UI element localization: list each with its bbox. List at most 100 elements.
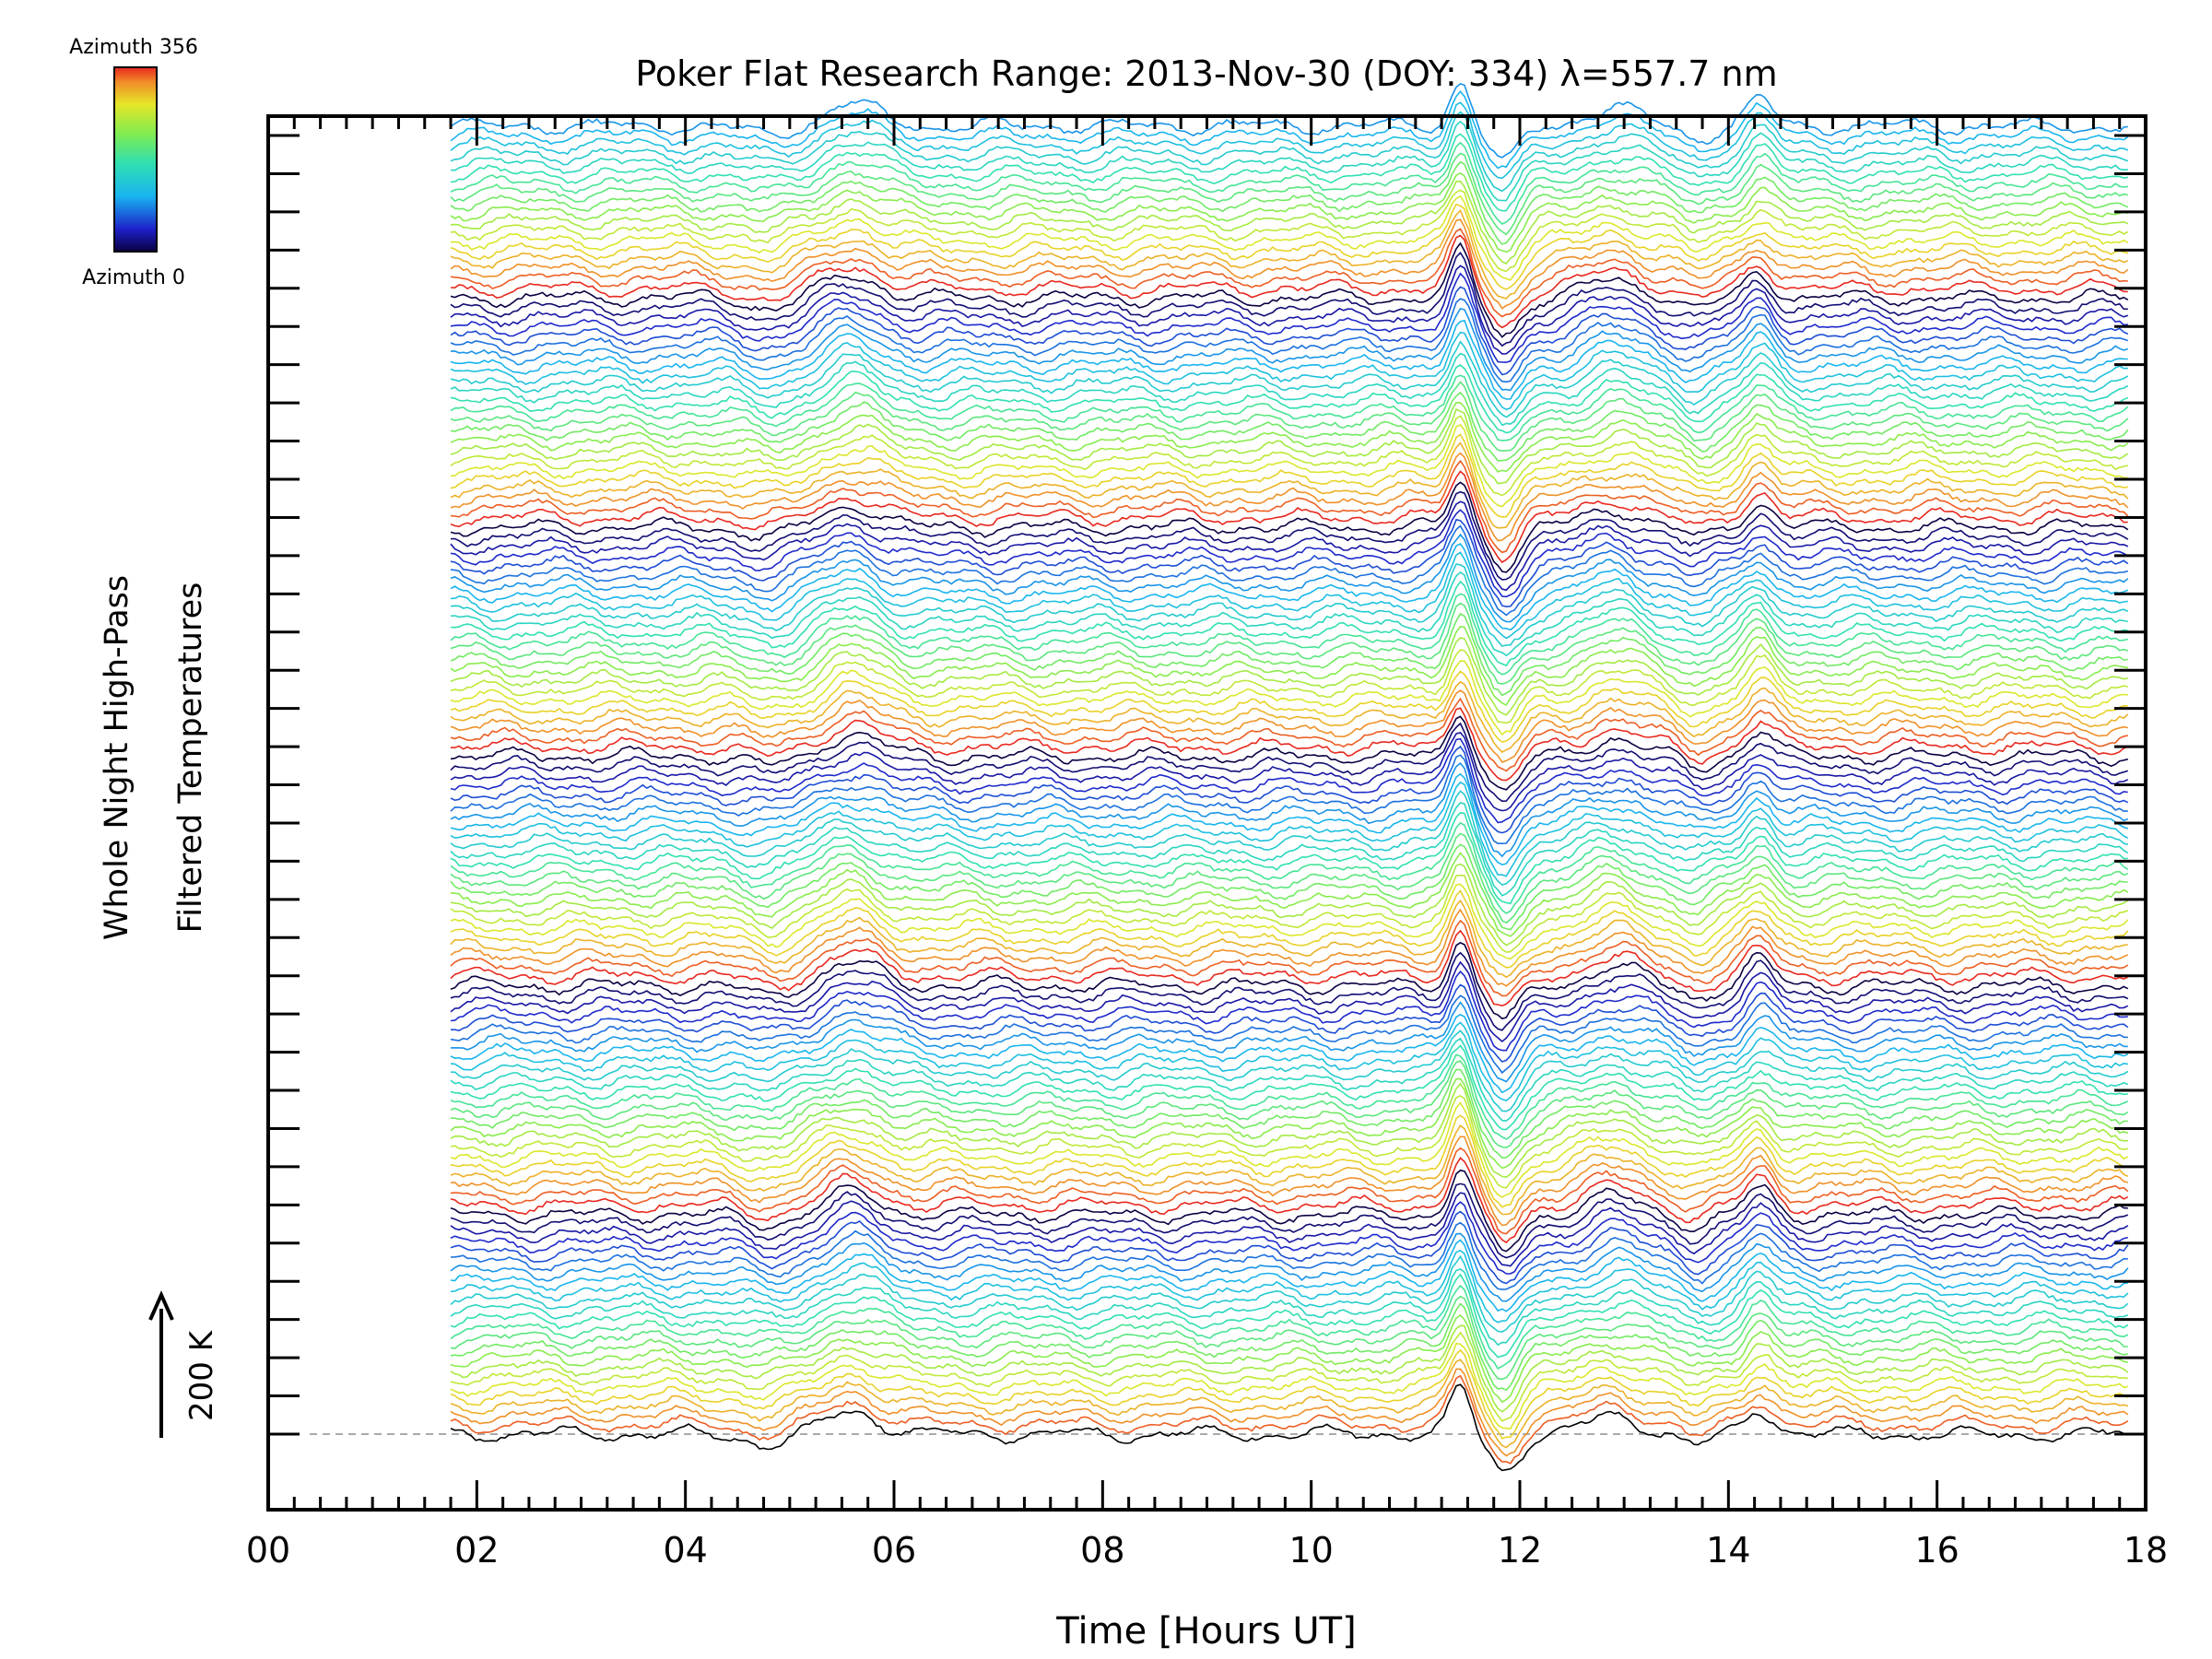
series-line (450, 141, 2128, 225)
series-line (450, 563, 2129, 647)
series-line (450, 89, 2129, 170)
series-line (450, 1342, 2128, 1430)
series-line (450, 518, 2129, 608)
series-line (450, 286, 2129, 376)
series-line (450, 843, 2128, 931)
series-line (450, 189, 2129, 273)
series-line (450, 801, 2129, 897)
series-line (450, 1147, 2129, 1235)
series-line (450, 111, 2129, 193)
series-line (450, 265, 2129, 355)
series-line (450, 241, 2129, 338)
series-line (450, 1254, 2129, 1333)
series-group (310, 83, 2129, 1472)
series-line (450, 994, 2128, 1075)
series-line (450, 551, 2128, 640)
series-line (450, 374, 2129, 441)
series-line (450, 852, 2129, 937)
series-line (450, 120, 2128, 202)
series-line (450, 697, 2128, 772)
series-line (450, 234, 2128, 329)
series-line (450, 391, 2129, 462)
series-line (450, 715, 2129, 791)
series-line (450, 160, 2129, 245)
y-axis-label-line2: Filtered Temperatures (172, 582, 209, 934)
plot-area: 00 02 04 06 08 10 12 14 16 18 (246, 83, 2168, 1571)
series-line (450, 364, 2129, 434)
series-line (450, 1324, 2129, 1413)
series-line (450, 722, 2129, 803)
series-line (450, 1030, 2129, 1112)
series-line (450, 580, 2128, 667)
series-line (450, 832, 2129, 924)
series-line (450, 1101, 2129, 1198)
series-line (450, 602, 2129, 685)
series-line (450, 203, 2129, 290)
series-line (450, 1060, 2129, 1149)
series-line (450, 874, 2129, 953)
series-line (450, 908, 2129, 987)
series-line (450, 1249, 2129, 1324)
series-line (450, 194, 2129, 281)
series-line (451, 707, 2129, 782)
series-line (450, 1053, 2129, 1140)
scale-bar-label: 200 K (183, 1329, 220, 1421)
x-tick-label: 04 (663, 1530, 707, 1571)
series-line (450, 731, 2129, 812)
series-line (450, 811, 2128, 905)
series-line (450, 649, 2128, 724)
series-line (450, 1331, 2128, 1422)
series-line (450, 481, 2129, 573)
series-line (450, 737, 2128, 824)
series-line (450, 408, 2129, 485)
series-line (450, 863, 2129, 947)
x-tick-label: 16 (1914, 1530, 1959, 1571)
chart-title: Poker Flat Research Range: 2013-Nov-30 (… (635, 53, 1777, 94)
series-line (450, 171, 2128, 253)
series-line (450, 401, 2129, 473)
x-axis-label: Time [Hours UT] (1055, 1610, 1356, 1653)
series-line (450, 1157, 2129, 1244)
series-line (450, 754, 2128, 844)
series-line (450, 490, 2129, 581)
series-line (450, 1044, 2128, 1131)
series-line (450, 298, 2129, 383)
series-line (450, 307, 2129, 392)
series-line (450, 1037, 2129, 1122)
series-line (450, 272, 2128, 363)
series-line (450, 1313, 2128, 1404)
series-line (450, 571, 2128, 657)
series-line (450, 745, 2129, 834)
series-line (450, 929, 2129, 1007)
series-line (450, 452, 2129, 542)
series-line (450, 680, 2129, 754)
series-line (450, 470, 2128, 564)
series-line (450, 781, 2129, 877)
x-tick-label: 06 (872, 1530, 916, 1571)
series-line (450, 180, 2129, 265)
series-line (450, 133, 2128, 212)
series-line (450, 941, 2129, 1020)
series-line (450, 533, 2129, 623)
series-line (450, 1295, 2128, 1381)
series-line (450, 1192, 2129, 1267)
series-line (450, 1182, 2129, 1259)
scale-bar: 200 K (148, 1290, 220, 1438)
series-line (450, 1013, 2129, 1094)
y-axis-label-line1: Whole Night High-Pass (99, 575, 135, 940)
series-line (450, 1239, 2128, 1312)
axis-ticks (266, 116, 2147, 1510)
series-line (450, 1383, 2128, 1472)
series-line (450, 1348, 2129, 1440)
series-line (450, 899, 2128, 979)
series-line (450, 1302, 2128, 1392)
colorbar-top-label: Azimuth 356 (69, 36, 198, 59)
series-line (450, 1135, 2129, 1227)
series-line (450, 1273, 2129, 1359)
series-line (450, 637, 2128, 716)
scale-bar-arrowhead (148, 1290, 174, 1321)
series-line (450, 960, 2129, 1043)
series-line (450, 500, 2129, 592)
series-line (450, 319, 2128, 400)
